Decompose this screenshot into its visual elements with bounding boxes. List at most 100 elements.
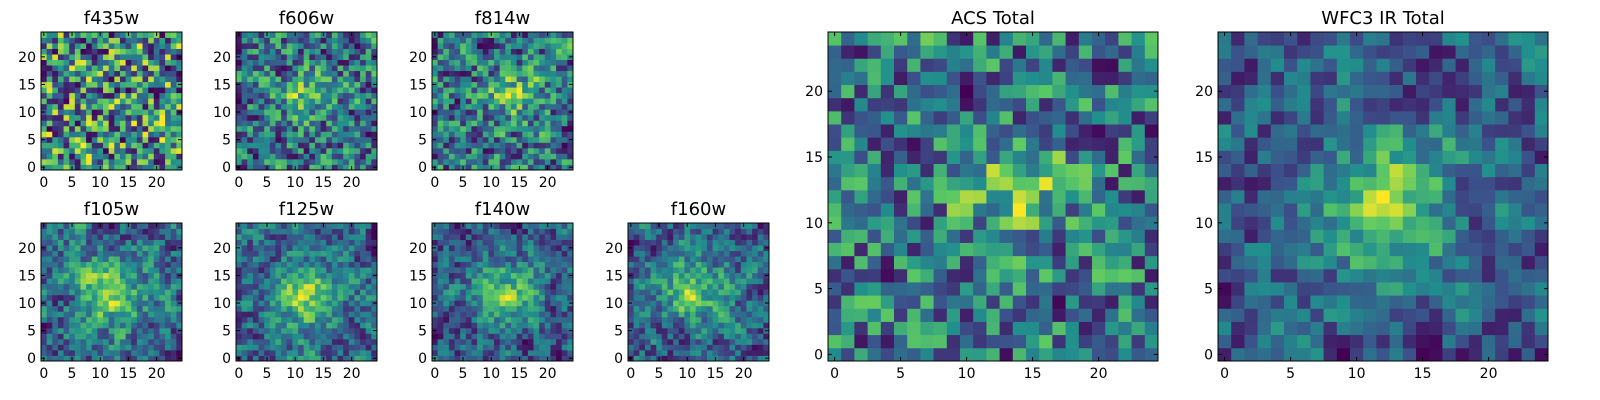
heatmap-cell	[252, 311, 259, 318]
heatmap-cell	[1052, 176, 1066, 191]
heatmap-cell	[236, 228, 243, 235]
heatmap-cell	[695, 327, 702, 334]
heatmap-cell	[448, 272, 455, 279]
heatmap-cell	[460, 54, 467, 60]
heatmap-cell	[236, 92, 243, 99]
heatmap-cell	[960, 203, 974, 217]
heatmap-cell	[354, 153, 361, 160]
heatmap-cell	[337, 228, 344, 235]
heatmap-cell	[1105, 163, 1119, 178]
heatmap-cell	[292, 305, 299, 312]
heatmap-cell	[533, 153, 540, 160]
heatmap-cell	[933, 229, 948, 243]
heatmap-cell	[142, 125, 149, 132]
heatmap-cell	[80, 43, 87, 49]
heatmap-cell	[841, 163, 855, 178]
heatmap-cell	[159, 316, 166, 323]
heatmap-cell	[63, 234, 70, 240]
heatmap-cell	[477, 250, 484, 257]
heatmap-cell	[241, 81, 248, 88]
heatmap-cell	[142, 76, 149, 83]
heatmap-cell	[661, 228, 668, 235]
heatmap-cell	[153, 59, 160, 66]
heatmap-cell	[550, 32, 557, 38]
heatmap-cell	[286, 228, 293, 235]
heatmap-cell	[763, 294, 770, 301]
heatmap-cell	[723, 327, 730, 334]
heatmap-cell	[176, 278, 183, 285]
heatmap-cell	[488, 322, 495, 329]
heatmap-cell	[1012, 321, 1027, 336]
heatmap-cell	[360, 131, 367, 138]
heatmap-cell	[432, 256, 439, 263]
heatmap-cell	[656, 283, 663, 290]
heatmap-cell	[136, 355, 143, 362]
heatmap-cell	[309, 305, 316, 312]
heatmap-cell	[119, 338, 126, 345]
heatmap-cell	[258, 305, 265, 312]
heatmap-cell	[667, 250, 674, 257]
heatmap-cell	[108, 250, 115, 257]
heatmap-cell	[454, 125, 461, 132]
heatmap-cell	[153, 333, 160, 340]
heatmap-cell	[303, 349, 310, 356]
heatmap-cell	[337, 239, 344, 246]
heatmap-cell	[281, 120, 288, 127]
heatmap-cell	[556, 278, 563, 285]
heatmap-cell	[1026, 295, 1040, 309]
heatmap-cell	[567, 228, 574, 235]
heatmap-cell	[241, 125, 248, 132]
heatmap-cell	[667, 239, 674, 246]
heatmap-cell	[286, 267, 293, 274]
heatmap-cell	[718, 283, 725, 290]
heatmap-cell	[354, 349, 361, 356]
heatmap-cell	[365, 164, 372, 171]
heatmap-cell	[437, 245, 444, 251]
heatmap-cell	[142, 316, 149, 323]
heatmap-cell	[735, 283, 742, 290]
heatmap-cell	[477, 164, 484, 171]
heatmap-cell	[854, 216, 868, 230]
heatmap-cell	[729, 261, 736, 268]
heatmap-cell	[477, 32, 484, 38]
heatmap-cell	[241, 234, 248, 240]
heatmap-cell	[920, 203, 934, 217]
heatmap-cell	[499, 92, 506, 99]
heatmap-cell	[148, 37, 155, 44]
heatmap-cell	[505, 92, 512, 99]
heatmap-cell	[136, 349, 143, 356]
heatmap-cell	[673, 311, 680, 318]
x-tick-label: 5	[68, 366, 77, 382]
heatmap-cell	[337, 136, 344, 143]
heatmap-cell	[522, 283, 529, 290]
heatmap-cell	[460, 136, 467, 143]
heatmap-cell	[556, 316, 563, 323]
heatmap-cell	[633, 294, 640, 301]
heatmap-cell	[97, 98, 104, 105]
heatmap-cell	[165, 125, 172, 132]
heatmap-cell	[1012, 189, 1027, 204]
heatmap-cell	[667, 311, 674, 318]
heatmap-cell	[1092, 176, 1106, 191]
heatmap-cell	[80, 92, 87, 99]
heatmap-cell	[63, 250, 70, 257]
heatmap-cell	[170, 81, 177, 88]
heatmap-cell	[946, 163, 961, 178]
heatmap-cell	[247, 136, 254, 143]
heatmap-cell	[1092, 203, 1106, 217]
heatmap-cell	[894, 308, 908, 322]
heatmap-cell	[1131, 189, 1146, 204]
heatmap-cell	[131, 32, 138, 38]
heatmap-cell	[1078, 308, 1093, 322]
heatmap-cell	[1039, 176, 1053, 191]
heatmap-cell	[561, 92, 568, 99]
heatmap-cell	[723, 338, 730, 345]
heatmap-cell	[1026, 334, 1040, 349]
heatmap-cell	[86, 43, 93, 49]
heatmap-cell	[264, 92, 271, 99]
heatmap-cell	[114, 239, 121, 246]
heatmap-cell	[108, 272, 115, 279]
heatmap-cell	[360, 147, 367, 154]
heatmap-cell	[567, 76, 574, 83]
heatmap-cell	[176, 305, 183, 312]
